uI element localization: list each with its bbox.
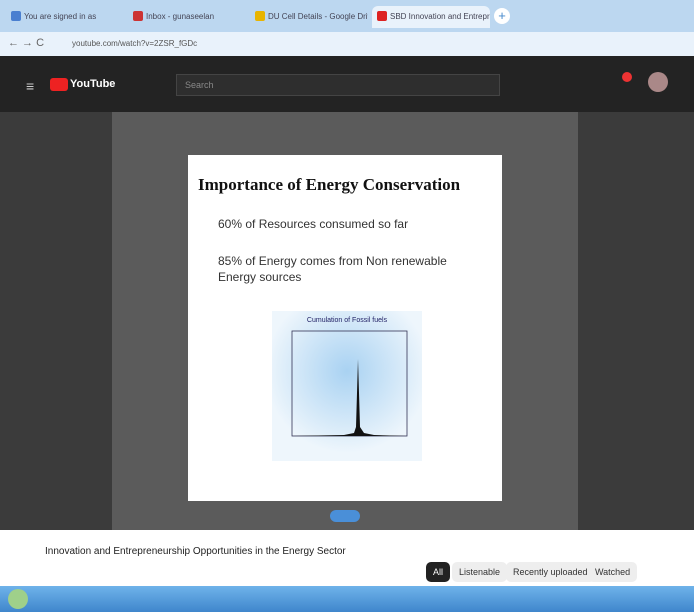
chip[interactable]: Recently uploaded [506,562,595,582]
tab[interactable]: SBD Innovation and Entrepren [372,6,490,28]
chip[interactable]: Watched [588,562,637,582]
url[interactable]: youtube.com/watch?v=2ZSR_fGDc [72,39,197,48]
bullet: 85% of Energy comes from Non renewable E… [218,253,458,285]
chip[interactable]: All [426,562,450,582]
new-tab[interactable]: + [494,8,510,24]
tab[interactable]: You are signed in as [6,6,124,28]
screen: You are signed in as Inbox - gunaseelan … [0,0,694,612]
control-buttons[interactable] [330,510,360,522]
search-box[interactable]: Search [176,74,500,96]
slide: Importance of Energy Conservation 60% of… [188,155,502,501]
nav-icons[interactable]: ← → C [8,37,44,49]
figure-title: Cumulation of Fossil fuels [272,317,422,324]
video-title[interactable]: Innovation and Entrepreneurship Opportun… [45,546,346,557]
start-button[interactable] [8,589,28,609]
logo[interactable]: YouTube [70,78,115,90]
figure-plot [284,329,414,449]
tab[interactable]: DU Cell Details - Google Drive [250,6,368,28]
bullet: 60% of Resources consumed so far [218,217,408,231]
address-bar: ← → C youtube.com/watch?v=2ZSR_fGDc [0,32,694,56]
avatar[interactable] [648,72,668,92]
youtube-header: ≡ YouTube Search [0,56,694,112]
player-controls [112,502,578,530]
chip[interactable]: Listenable [452,562,507,582]
menu-icon[interactable]: ≡ [26,78,34,94]
notification-badge[interactable] [622,72,632,82]
taskbar [0,586,694,612]
slide-title: Importance of Energy Conservation [198,175,460,195]
tab[interactable]: Inbox - gunaseelan [128,6,246,28]
figure: Cumulation of Fossil fuels [272,311,422,461]
tab-bar: You are signed in as Inbox - gunaseelan … [0,0,694,32]
logo-icon [50,78,68,91]
